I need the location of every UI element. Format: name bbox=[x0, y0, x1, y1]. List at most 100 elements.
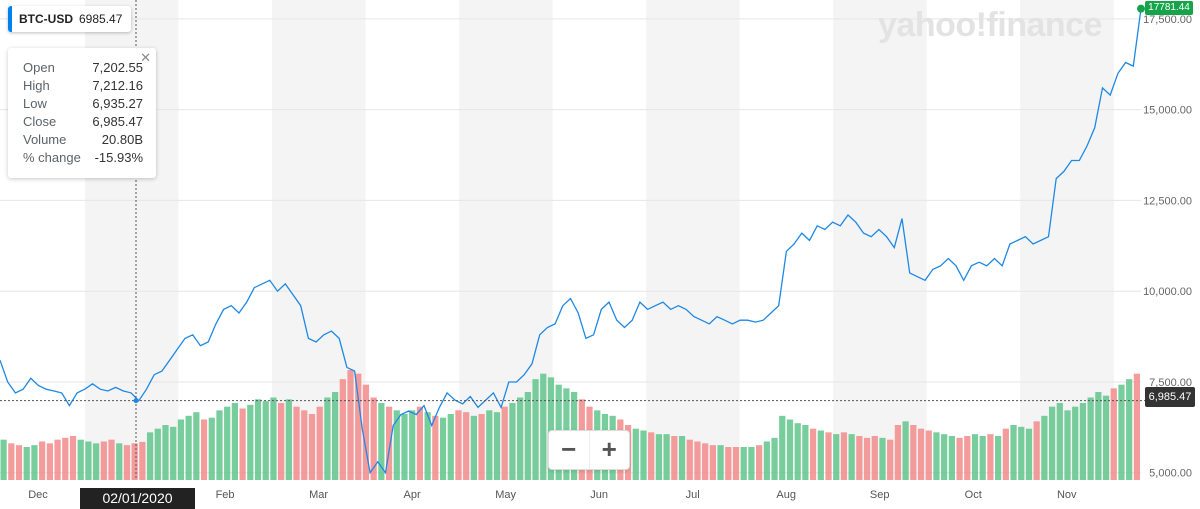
x-tick-label: Sep bbox=[870, 489, 890, 501]
ticker-symbol: BTC-USD bbox=[19, 12, 73, 26]
volume-bar bbox=[995, 436, 1002, 480]
volume-bar bbox=[640, 430, 647, 480]
volume-bar bbox=[139, 441, 146, 480]
zoom-controls: − + bbox=[548, 430, 630, 470]
volume-bar bbox=[370, 397, 377, 480]
volume-bar bbox=[941, 434, 948, 480]
volume-bar bbox=[532, 379, 539, 480]
volume-bar bbox=[355, 373, 362, 480]
volume-bar bbox=[339, 379, 346, 480]
x-tick-label: Nov bbox=[1057, 489, 1077, 501]
volume-bar bbox=[1110, 388, 1117, 480]
volume-bar bbox=[1079, 403, 1087, 480]
volume-bar bbox=[817, 430, 824, 480]
volume-bar bbox=[1095, 392, 1102, 480]
tooltip-label: Volume bbox=[23, 132, 67, 147]
volume-bar bbox=[786, 419, 794, 480]
volume-bar bbox=[447, 414, 454, 480]
volume-bar bbox=[771, 437, 778, 480]
tooltip-value: 7,202.55 bbox=[92, 60, 143, 75]
close-icon[interactable]: ✕ bbox=[140, 50, 151, 65]
volume-bar bbox=[39, 441, 46, 480]
volume-bar bbox=[247, 404, 254, 480]
volume-bar bbox=[432, 415, 439, 480]
x-tick-label: May bbox=[495, 489, 516, 501]
volume-bar bbox=[224, 406, 231, 480]
volume-bar bbox=[702, 443, 709, 480]
y-tick-label: 5,000.00 bbox=[1149, 468, 1192, 480]
volume-bar bbox=[378, 403, 385, 480]
ticker-summary[interactable]: BTC-USD 6985.47 bbox=[8, 6, 132, 32]
zoom-in-button[interactable]: + bbox=[601, 434, 617, 464]
volume-bar bbox=[362, 384, 370, 480]
volume-bar bbox=[416, 406, 424, 480]
volume-bar bbox=[547, 377, 555, 480]
volume-bar bbox=[116, 443, 123, 480]
month-bands bbox=[85, 0, 1114, 480]
volume-bar bbox=[925, 430, 932, 480]
volume-bar bbox=[385, 406, 393, 480]
y-tick-label: 12,500.00 bbox=[1143, 195, 1192, 207]
tooltip-row-high: High 7,212.16 bbox=[23, 77, 143, 95]
x-tick-label: Apr bbox=[404, 489, 421, 501]
volume-bar bbox=[763, 441, 770, 480]
price-line bbox=[0, 8, 1142, 475]
last-price-dot bbox=[1137, 4, 1145, 13]
volume-bar bbox=[987, 434, 994, 480]
y-axis-labels: 5,000.00 7,500.00 10,000.00 12,500.00 15,000… bbox=[1143, 14, 1192, 480]
volume-bar bbox=[293, 406, 300, 480]
volume-bar bbox=[177, 419, 185, 480]
volume-bar bbox=[1056, 403, 1063, 480]
volume-bar bbox=[740, 447, 747, 480]
y-tick-label: 10,000.00 bbox=[1143, 286, 1192, 298]
volume-bar bbox=[694, 441, 701, 480]
volume-bar bbox=[1041, 415, 1048, 480]
volume-bar bbox=[8, 443, 15, 480]
volume-bar bbox=[123, 445, 131, 480]
yahoo-finance-logo: yahoo!finance bbox=[878, 6, 1102, 44]
tooltip-row-volume: Volume 20.80B bbox=[23, 131, 143, 149]
volume-bar bbox=[509, 403, 516, 480]
x-tick-label: Jul bbox=[686, 489, 700, 501]
tooltip-label: High bbox=[23, 78, 50, 93]
volume-bar bbox=[671, 436, 678, 480]
volume-bar bbox=[208, 417, 215, 480]
volume-bar bbox=[239, 408, 246, 480]
volume-bar bbox=[517, 397, 524, 480]
volume-bar bbox=[956, 437, 963, 480]
volume-bar bbox=[23, 447, 30, 480]
y-tick-label: 15,000.00 bbox=[1143, 105, 1192, 117]
x-tick-label: Mar bbox=[309, 489, 328, 501]
zoom-out-button[interactable]: − bbox=[549, 431, 590, 469]
volume-bar bbox=[1010, 425, 1017, 480]
volume-bar bbox=[948, 436, 955, 480]
volume-bar bbox=[200, 419, 208, 480]
volume-bar bbox=[493, 412, 501, 480]
volume-bar bbox=[31, 445, 38, 480]
volume-bar bbox=[301, 410, 308, 480]
volume-bar bbox=[347, 370, 354, 480]
volume-bar bbox=[15, 445, 23, 480]
volume-bar bbox=[678, 436, 686, 480]
volume-bar bbox=[401, 414, 408, 480]
volume-bar bbox=[863, 437, 871, 480]
volume-bar bbox=[910, 425, 917, 480]
series-color-swatch bbox=[8, 6, 12, 32]
volume-bar bbox=[856, 436, 863, 480]
volume-bar bbox=[439, 417, 447, 480]
x-tick-label: Dec bbox=[28, 489, 48, 501]
volume-bar bbox=[879, 437, 886, 480]
crosshair-price-label: 6,985.47 bbox=[1145, 387, 1195, 407]
volume-bar bbox=[278, 403, 285, 480]
x-tick-label: Aug bbox=[776, 489, 796, 501]
volume-bar bbox=[732, 447, 740, 480]
volume-bar bbox=[85, 441, 92, 480]
volume-bar bbox=[62, 437, 69, 480]
volume-bar bbox=[231, 403, 238, 480]
volume-bar bbox=[1064, 410, 1071, 480]
volume-bar bbox=[663, 434, 670, 480]
volume-bar bbox=[779, 415, 786, 480]
volume-bar bbox=[108, 439, 115, 480]
volume-bar bbox=[655, 434, 663, 480]
